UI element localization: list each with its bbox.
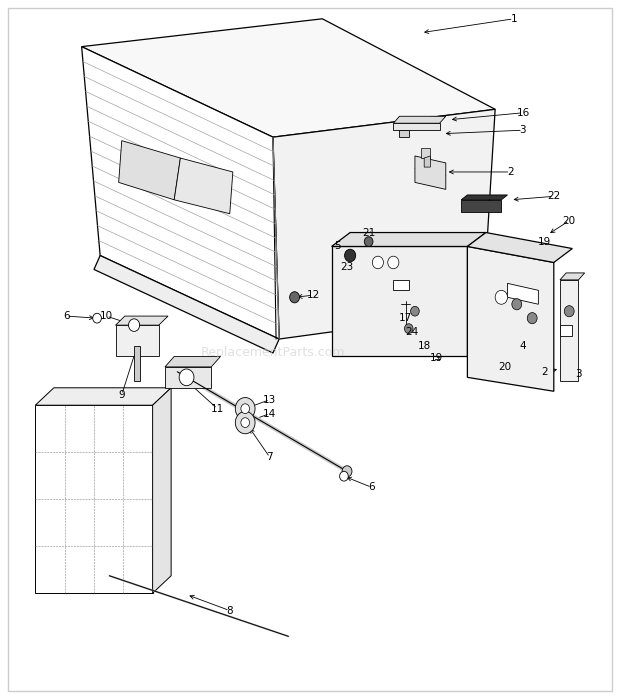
Polygon shape <box>560 273 585 280</box>
Polygon shape <box>174 158 233 214</box>
Polygon shape <box>415 156 446 189</box>
Text: 20: 20 <box>563 216 576 226</box>
Circle shape <box>179 369 194 386</box>
Text: 23: 23 <box>340 262 353 273</box>
Text: 17: 17 <box>399 313 412 323</box>
Polygon shape <box>35 405 153 593</box>
Circle shape <box>527 312 537 324</box>
Text: 13: 13 <box>264 395 277 405</box>
Text: ReplacementParts.com: ReplacementParts.com <box>201 347 345 359</box>
Circle shape <box>236 398 255 420</box>
Text: 14: 14 <box>264 408 277 419</box>
Polygon shape <box>421 147 430 158</box>
Polygon shape <box>461 195 508 200</box>
Polygon shape <box>467 233 572 262</box>
Text: 2: 2 <box>507 167 514 177</box>
Text: 5: 5 <box>334 241 341 252</box>
Text: 1: 1 <box>510 14 517 24</box>
Polygon shape <box>82 19 495 137</box>
Polygon shape <box>393 116 446 123</box>
Text: 21: 21 <box>362 228 375 238</box>
Circle shape <box>345 250 356 262</box>
Polygon shape <box>508 283 538 304</box>
Polygon shape <box>115 316 168 325</box>
Polygon shape <box>393 123 440 130</box>
Text: 6: 6 <box>368 482 375 492</box>
Text: 9: 9 <box>118 390 125 400</box>
Circle shape <box>564 305 574 317</box>
Text: 19: 19 <box>538 236 551 247</box>
Polygon shape <box>424 156 430 167</box>
Text: 4: 4 <box>520 341 526 351</box>
Text: 20: 20 <box>498 362 511 372</box>
Text: 22: 22 <box>547 192 560 201</box>
Text: 2: 2 <box>541 367 548 377</box>
Text: 24: 24 <box>405 327 419 337</box>
Circle shape <box>340 471 348 481</box>
Circle shape <box>388 257 399 268</box>
Polygon shape <box>332 233 486 247</box>
Text: 11: 11 <box>211 404 224 414</box>
Text: 3: 3 <box>520 125 526 135</box>
Text: 6: 6 <box>63 311 69 321</box>
Circle shape <box>290 291 299 303</box>
Polygon shape <box>165 356 221 367</box>
Circle shape <box>365 237 373 247</box>
Polygon shape <box>153 388 171 593</box>
Circle shape <box>93 313 102 323</box>
Polygon shape <box>560 280 578 381</box>
Text: 18: 18 <box>417 341 431 351</box>
Polygon shape <box>115 325 159 356</box>
Polygon shape <box>467 247 554 391</box>
Polygon shape <box>82 47 279 339</box>
Circle shape <box>495 290 508 304</box>
Polygon shape <box>461 200 502 212</box>
Circle shape <box>512 298 521 310</box>
Polygon shape <box>560 325 572 336</box>
Text: 3: 3 <box>575 369 582 379</box>
Circle shape <box>128 319 140 331</box>
Circle shape <box>241 404 249 414</box>
Polygon shape <box>94 256 279 353</box>
Polygon shape <box>273 109 495 339</box>
Circle shape <box>236 412 255 434</box>
Circle shape <box>342 466 352 477</box>
Polygon shape <box>165 367 211 388</box>
Text: 12: 12 <box>306 290 320 300</box>
Polygon shape <box>118 140 180 200</box>
Polygon shape <box>35 388 171 405</box>
Circle shape <box>241 418 249 428</box>
Circle shape <box>410 306 419 316</box>
Polygon shape <box>399 130 409 137</box>
Text: 10: 10 <box>100 311 113 321</box>
Polygon shape <box>332 247 467 356</box>
Polygon shape <box>134 346 140 381</box>
Text: 16: 16 <box>516 108 529 118</box>
Polygon shape <box>393 280 409 290</box>
Circle shape <box>404 324 413 333</box>
Text: 19: 19 <box>430 353 443 363</box>
Circle shape <box>373 257 383 268</box>
Text: 8: 8 <box>226 605 233 616</box>
Text: 7: 7 <box>267 452 273 463</box>
